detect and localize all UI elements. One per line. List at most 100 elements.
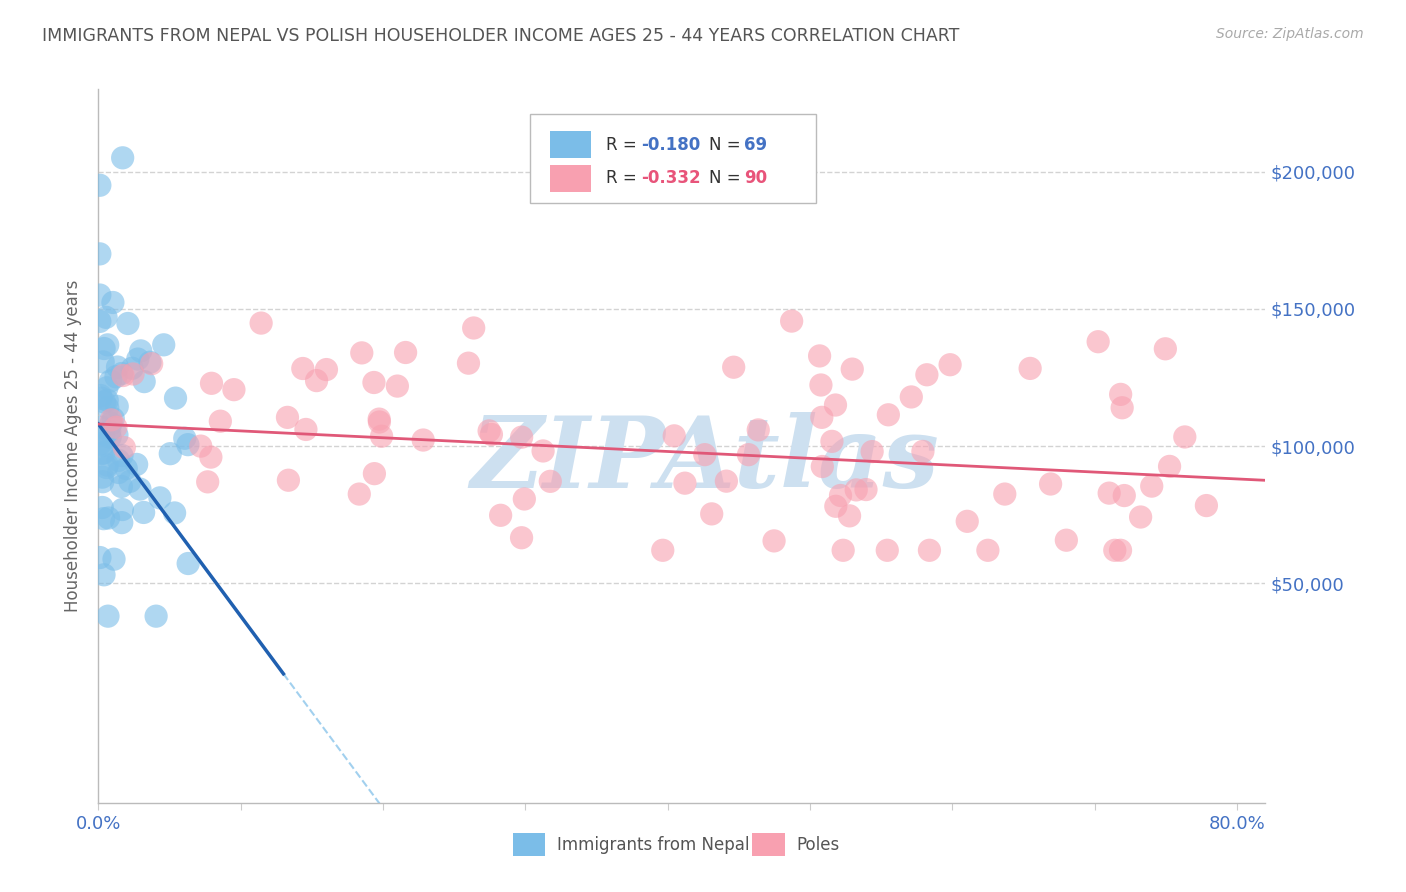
Y-axis label: Householder Income Ages 25 - 44 years: Householder Income Ages 25 - 44 years bbox=[65, 280, 83, 612]
Point bbox=[101, 295, 124, 310]
Point bbox=[1140, 479, 1163, 493]
Point bbox=[1087, 334, 1109, 349]
Point bbox=[93, 567, 115, 582]
Point bbox=[100, 413, 122, 427]
Point bbox=[103, 411, 125, 425]
Point bbox=[900, 390, 922, 404]
Point bbox=[845, 483, 868, 497]
Point bbox=[939, 358, 962, 372]
Point bbox=[1111, 401, 1133, 415]
Text: Immigrants from Nepal: Immigrants from Nepal bbox=[557, 836, 749, 854]
Point bbox=[700, 507, 723, 521]
Point bbox=[1054, 533, 1077, 548]
Point bbox=[1174, 430, 1197, 444]
Point bbox=[276, 410, 298, 425]
Point bbox=[89, 388, 111, 402]
Point bbox=[115, 461, 138, 475]
Point bbox=[918, 543, 941, 558]
Point bbox=[94, 310, 117, 325]
Point bbox=[96, 458, 118, 472]
Text: R =: R = bbox=[606, 136, 643, 153]
Point bbox=[145, 609, 167, 624]
Point bbox=[97, 609, 120, 624]
Bar bbox=[550, 165, 591, 192]
Point bbox=[821, 434, 844, 449]
Text: IMMIGRANTS FROM NEPAL VS POLISH HOUSEHOLDER INCOME AGES 25 - 44 YEARS CORRELATIO: IMMIGRANTS FROM NEPAL VS POLISH HOUSEHOL… bbox=[42, 27, 959, 45]
Point bbox=[98, 425, 121, 439]
Text: R =: R = bbox=[606, 169, 643, 187]
Point bbox=[1159, 459, 1181, 474]
Point bbox=[808, 349, 831, 363]
Point bbox=[122, 367, 145, 381]
Point bbox=[89, 314, 111, 328]
Point bbox=[1019, 361, 1042, 376]
Point bbox=[368, 415, 391, 429]
Point bbox=[117, 317, 139, 331]
Point bbox=[1104, 543, 1126, 558]
Point bbox=[810, 378, 832, 392]
Point bbox=[111, 367, 134, 381]
Point bbox=[363, 467, 385, 481]
Point bbox=[152, 338, 174, 352]
Point bbox=[1109, 387, 1132, 401]
Text: 69: 69 bbox=[744, 136, 766, 153]
Text: -0.332: -0.332 bbox=[641, 169, 700, 187]
Point bbox=[129, 482, 152, 496]
Bar bbox=[752, 833, 785, 856]
Point bbox=[111, 516, 134, 530]
Point bbox=[90, 420, 112, 434]
Point bbox=[841, 362, 863, 376]
Bar bbox=[513, 833, 546, 856]
Point bbox=[89, 550, 111, 565]
Point bbox=[463, 321, 485, 335]
Point bbox=[141, 357, 163, 371]
Point bbox=[1098, 486, 1121, 500]
Point bbox=[737, 448, 759, 462]
Point bbox=[104, 420, 127, 434]
Point bbox=[89, 178, 111, 193]
Point bbox=[90, 391, 112, 405]
Point bbox=[104, 369, 127, 384]
Point bbox=[91, 470, 114, 484]
Text: N =: N = bbox=[709, 136, 745, 153]
Point bbox=[693, 448, 716, 462]
Point bbox=[90, 446, 112, 460]
Text: Poles: Poles bbox=[796, 836, 839, 854]
Point bbox=[98, 430, 121, 444]
Point bbox=[93, 446, 115, 460]
Text: -0.180: -0.180 bbox=[641, 136, 700, 153]
Point bbox=[478, 424, 501, 438]
Point bbox=[97, 401, 120, 415]
Text: N =: N = bbox=[709, 169, 745, 187]
Point bbox=[91, 500, 114, 515]
Point bbox=[96, 381, 118, 395]
Point bbox=[93, 395, 115, 409]
Point bbox=[118, 475, 141, 489]
Point bbox=[127, 352, 149, 367]
Point bbox=[763, 533, 786, 548]
Point bbox=[277, 473, 299, 487]
Point bbox=[103, 552, 125, 566]
Point bbox=[110, 479, 132, 493]
Point bbox=[723, 360, 745, 375]
Point bbox=[315, 362, 337, 376]
Point bbox=[350, 346, 373, 360]
Point bbox=[190, 439, 212, 453]
Point bbox=[200, 450, 222, 464]
Point bbox=[811, 459, 834, 474]
FancyBboxPatch shape bbox=[530, 114, 815, 203]
Point bbox=[481, 427, 503, 442]
Point bbox=[100, 374, 122, 388]
Point bbox=[100, 417, 122, 431]
Point bbox=[89, 288, 111, 302]
Point bbox=[96, 460, 118, 475]
Point bbox=[747, 423, 769, 437]
Point bbox=[91, 355, 114, 369]
Point bbox=[651, 543, 673, 558]
Point bbox=[994, 487, 1017, 501]
Point bbox=[811, 410, 834, 425]
Point bbox=[93, 342, 115, 356]
Bar bbox=[550, 131, 591, 159]
Point bbox=[105, 400, 128, 414]
Point bbox=[134, 375, 156, 389]
